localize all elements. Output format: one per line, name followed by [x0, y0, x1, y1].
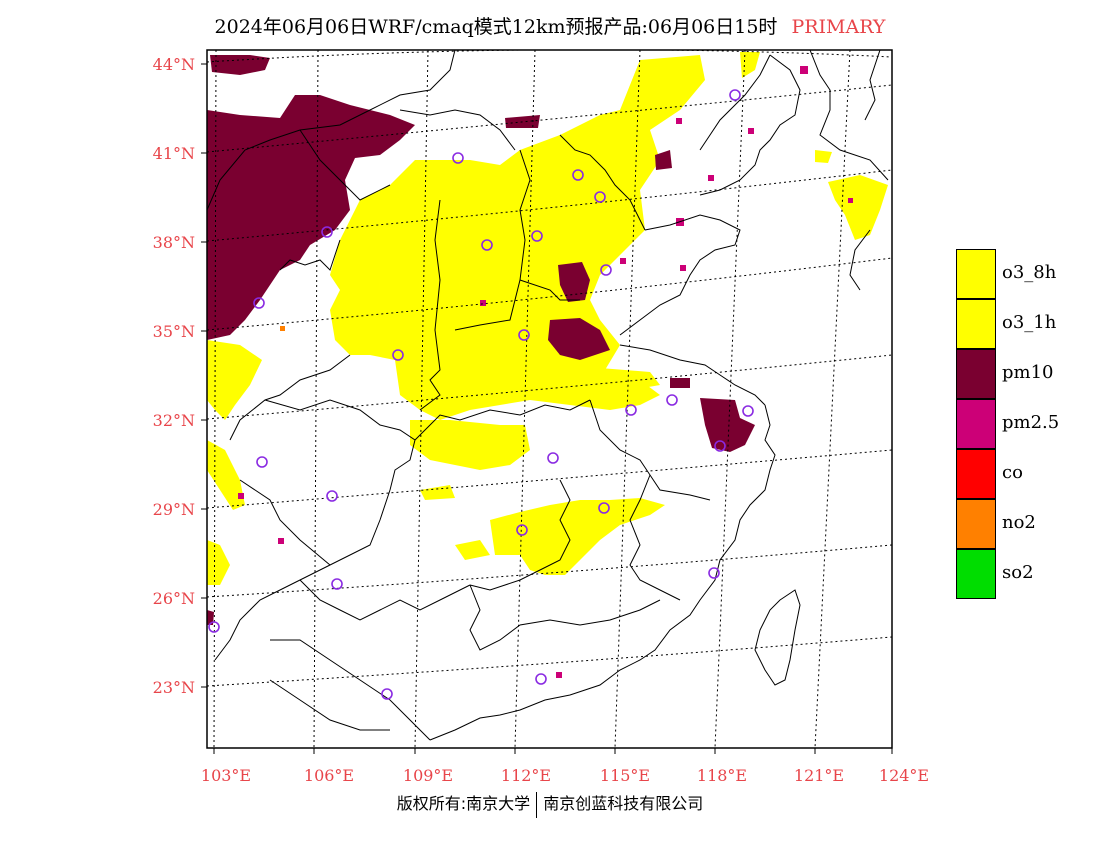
lat-label: 44°N: [153, 55, 195, 74]
lat-label: 41°N: [153, 144, 195, 163]
legend-swatch: [956, 349, 996, 399]
lon-label: 106°E: [304, 766, 354, 785]
o3-region-east-small: [600, 368, 660, 392]
longitude-labels: 103°E 106°E 109°E 112°E 115°E 118°E 121°…: [201, 766, 929, 785]
lon-label: 118°E: [697, 766, 747, 785]
lon-label: 124°E: [879, 766, 929, 785]
legend-label: so2: [1002, 562, 1034, 583]
pm10-region-beijing: [655, 150, 672, 170]
copyright: 版权所有:南京大学 南京创蓝科技有限公司: [0, 790, 1100, 818]
lon-label: 112°E: [501, 766, 551, 785]
pm10-region-shandong: [558, 262, 590, 302]
pm10-region-top-left: [210, 55, 270, 75]
pollution-fields: [207, 52, 888, 678]
axis-ticks: [201, 63, 893, 754]
legend-swatch: [956, 299, 996, 349]
legend-label: o3_1h: [1002, 312, 1057, 333]
lat-label: 26°N: [153, 589, 195, 608]
legend-label: pm10: [1002, 362, 1054, 383]
o3-region-south-small: [455, 540, 490, 560]
legend-label: co: [1002, 462, 1023, 483]
pm10-region-west-small: [207, 610, 214, 625]
o3-region-west: [207, 340, 262, 420]
map-frame: [206, 49, 893, 749]
o3-region-coast: [828, 175, 888, 240]
lat-label: 35°N: [153, 322, 195, 341]
lat-label: 29°N: [153, 500, 195, 519]
legend-swatch: [956, 449, 996, 499]
title-primary-tag: PRIMARY: [791, 16, 886, 38]
lat-label: 32°N: [153, 411, 195, 430]
map-title: 2024年06月06日WRF/cmaq模式12km预报产品:06月06日15时 P…: [0, 12, 1100, 39]
lon-label: 103°E: [201, 766, 251, 785]
o3-region-mid-small: [420, 485, 455, 500]
o3-region-northeast-small: [740, 52, 760, 78]
lat-label: 23°N: [153, 678, 195, 697]
legend-swatch: [956, 549, 996, 599]
pm10-region-east: [700, 398, 755, 452]
o3-region-far-west: [207, 440, 245, 510]
pm10-region-huaihe: [670, 378, 690, 388]
station-markers: [208, 89, 754, 700]
o3-region-north-china: [330, 55, 705, 420]
legend-label: o3_8h: [1002, 262, 1057, 283]
copyright-company: 南京创蓝科技有限公司: [543, 794, 704, 813]
lon-label: 115°E: [600, 766, 650, 785]
o3-region-central: [410, 420, 530, 470]
copyright-owner: 版权所有:南京大学: [396, 794, 531, 813]
lon-label: 121°E: [794, 766, 844, 785]
legend-swatch: [956, 249, 996, 299]
no2-patch: [280, 326, 285, 331]
copyright-separator: [536, 791, 538, 818]
province-boundaries: [207, 50, 889, 741]
title-text: 2024年06月06日WRF/cmaq模式12km预报产品:06月06日15时: [214, 16, 778, 38]
lon-label: 109°E: [403, 766, 453, 785]
pm10-region-central: [548, 318, 610, 360]
pm10-region-northwest: [207, 95, 415, 340]
legend-label: pm2.5: [1002, 412, 1060, 433]
legend-swatch: [956, 399, 996, 449]
legend-label: no2: [1002, 512, 1036, 533]
o3-region-bay: [815, 150, 832, 163]
latitude-labels: 44°N 41°N 38°N 35°N 32°N 29°N 26°N 23°N: [153, 55, 195, 697]
lat-label: 38°N: [153, 233, 195, 252]
o3-region-south: [490, 498, 665, 575]
legend-swatch: [956, 499, 996, 549]
o3-region-southwest: [207, 540, 230, 585]
